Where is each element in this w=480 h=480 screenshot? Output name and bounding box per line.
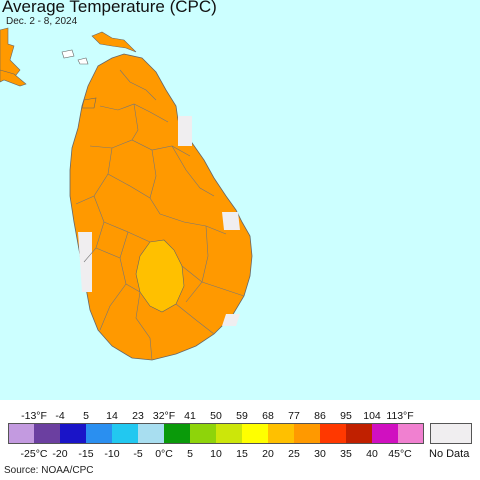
legend-swatch	[8, 424, 34, 444]
legend-swatch	[138, 424, 164, 444]
legend-f-tick: 50	[210, 410, 222, 422]
legend-f-tick: -4	[55, 410, 65, 422]
legend-c-tick: 40	[366, 448, 378, 460]
no-data-patch	[222, 212, 240, 230]
no-data-swatch	[430, 423, 472, 444]
legend-c-tick: -5	[133, 448, 143, 460]
legend-f-tick: 68	[262, 410, 274, 422]
warm-core-region	[135, 239, 185, 313]
map-subtitle: Dec. 2 - 8, 2024	[6, 16, 78, 27]
legend-swatch	[34, 424, 60, 444]
legend-c-tick: 5	[187, 448, 193, 460]
legend-c-tick: 10	[210, 448, 222, 460]
legend-c-tick: -20	[52, 448, 68, 460]
legend-c-tick: 45°C	[388, 448, 412, 460]
legend-f-tick: 14	[106, 410, 118, 422]
no-data-patch	[178, 116, 192, 146]
mannar-island	[81, 97, 97, 109]
legend-c-tick: -10	[104, 448, 120, 460]
legend-c-tick: 0°C	[155, 448, 173, 460]
islet	[61, 49, 75, 59]
legend-swatch	[164, 424, 190, 444]
legend-swatch	[268, 424, 294, 444]
legend-swatch	[60, 424, 86, 444]
legend-f-tick: 59	[236, 410, 248, 422]
legend-f-tick: 104	[363, 410, 381, 422]
legend-f-tick: 32°F	[152, 410, 176, 422]
source-credit: Source: NOAA/CPC	[4, 465, 94, 476]
legend-swatch	[320, 424, 346, 444]
no-data-patch	[78, 232, 92, 292]
no-data-patch	[222, 314, 240, 326]
legend-swatch	[216, 424, 242, 444]
legend-c-tick: 25	[288, 448, 300, 460]
legend-c-tick: -15	[78, 448, 94, 460]
legend-swatch	[294, 424, 320, 444]
islet	[77, 57, 89, 65]
legend-f-tick: -13°F	[21, 410, 47, 422]
legend-c-tick: 15	[236, 448, 248, 460]
legend-f-tick: 95	[340, 410, 352, 422]
legend-f-tick: 77	[288, 410, 300, 422]
legend-swatch	[346, 424, 372, 444]
legend-c-tick: 20	[262, 448, 274, 460]
legend-f-tick: 113°F	[386, 410, 414, 422]
legend-swatch	[242, 424, 268, 444]
legend-f-tick: 86	[314, 410, 326, 422]
map-area	[0, 0, 480, 400]
legend-swatch	[398, 424, 424, 444]
jaffna-peninsula	[91, 31, 137, 53]
legend-swatch	[112, 424, 138, 444]
legend-f-tick: 5	[83, 410, 89, 422]
india-coast	[0, 69, 27, 87]
legend-swatch	[372, 424, 398, 444]
legend-c-tick: 30	[314, 448, 326, 460]
legend-swatch	[190, 424, 216, 444]
legend-f-tick: 23	[132, 410, 144, 422]
legend-swatch	[86, 424, 112, 444]
legend-c-tick: 35	[340, 448, 352, 460]
district-borders	[75, 69, 245, 361]
legend-c-tick: -25°C	[20, 448, 48, 460]
map-title: Average Temperature (CPC)	[2, 0, 217, 16]
no-data-label: No Data	[429, 448, 470, 460]
map-svg	[0, 0, 480, 400]
legend-f-tick: 41	[184, 410, 196, 422]
